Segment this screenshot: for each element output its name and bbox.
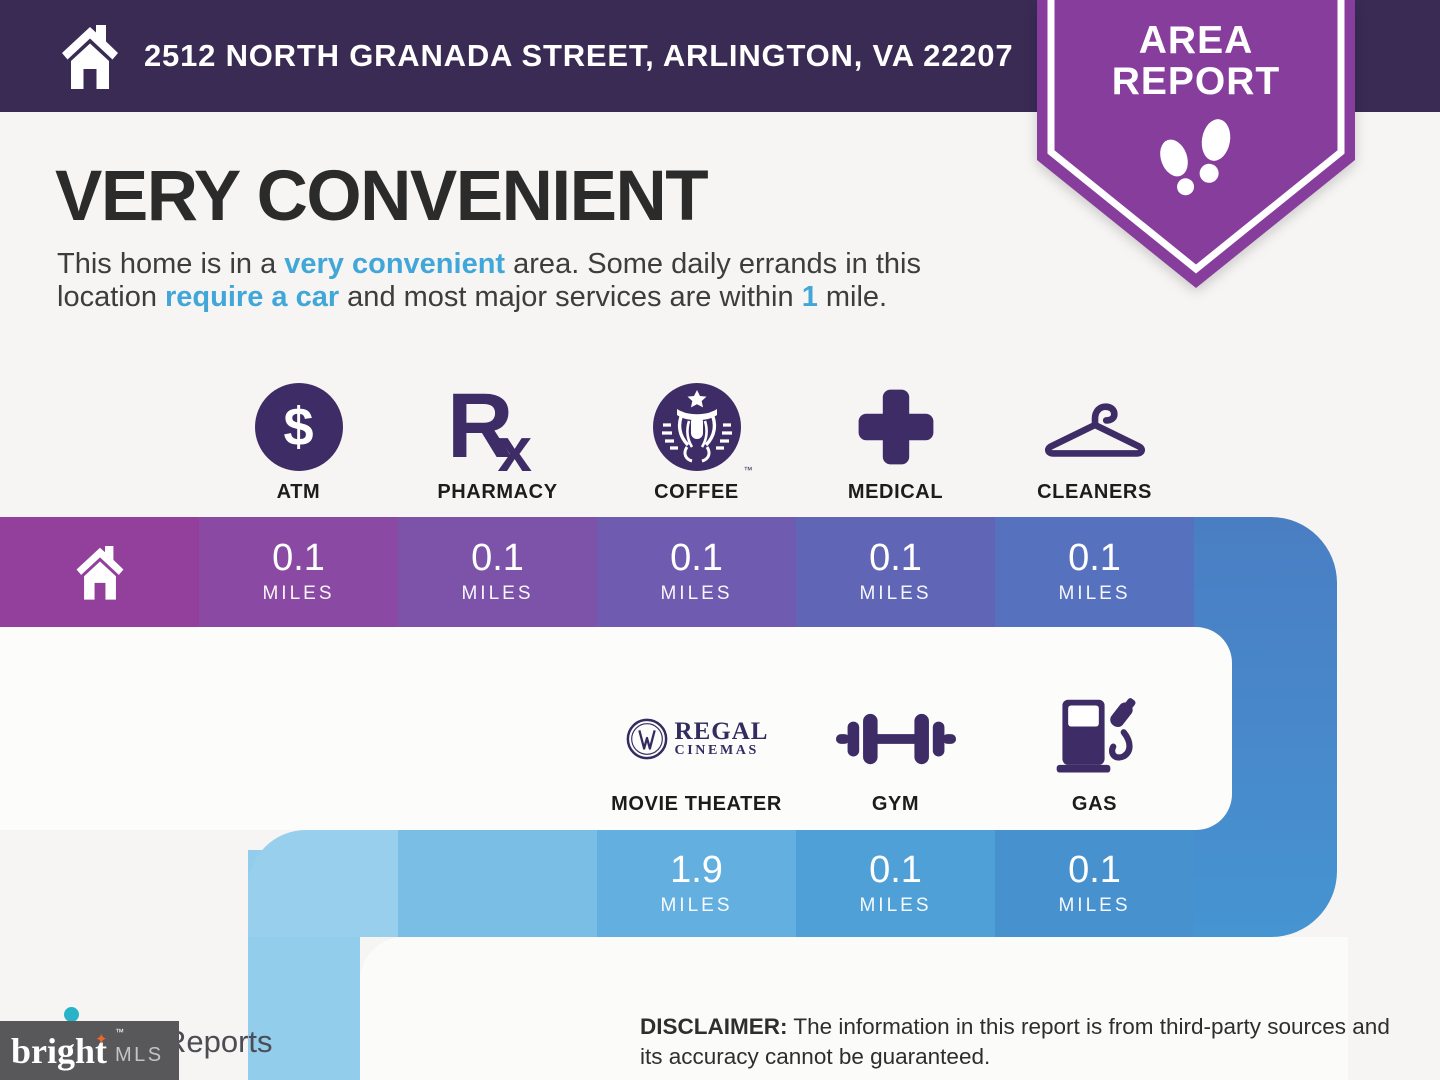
distance-cell-movie-theater: 1.9 MILES [597, 830, 796, 937]
disclaimer-text: The information in this report is from t… [640, 1014, 1390, 1070]
disclaimer-label: DISCLAIMER: [640, 1014, 788, 1039]
mls-wordmark: MLS [115, 1044, 164, 1066]
poi-label-medical: MEDICAL [847, 481, 944, 503]
distance-unit: MILES [859, 583, 932, 604]
distance-value: 0.1 [1068, 848, 1121, 891]
poi-pharmacy: Rx PHARMACY [398, 372, 597, 504]
distance-value: 0.1 [670, 537, 723, 579]
rx-letter-r: R [447, 374, 514, 477]
bright-mls-logo: bright ✦ ™ MLS [0, 1021, 179, 1080]
summary-paragraph: This home is in a very convenient area. … [57, 248, 1057, 314]
rx-icon: Rx [447, 380, 548, 482]
distance-bar-row2: 1.9 MILES 0.1 MILES 0.1 MILES [248, 830, 1194, 937]
distance-unit: MILES [461, 583, 534, 604]
poi-medical: MEDICAL [796, 372, 995, 504]
summary-text: This home is in a [57, 248, 285, 280]
distance-unit: MILES [660, 894, 733, 916]
distance-cell-medical: 0.1 MILES [796, 517, 995, 627]
summary-highlight-very-convenient: very convenient [284, 248, 506, 280]
badge-title: AREA REPORT [1037, 20, 1355, 103]
gas-pump-icon [1056, 697, 1135, 773]
dumbbell-icon [835, 713, 956, 764]
dollar-sign: $ [283, 396, 314, 457]
cinemas-wordmark: CINEMAS [674, 742, 759, 758]
poi-label-movie-theater: MOVIE THEATER [611, 793, 782, 815]
summary-highlight-one: 1 [801, 281, 818, 313]
bright-wordmark: bright [11, 1030, 108, 1071]
poi-label-gym: GYM [871, 793, 920, 815]
distance-unit: MILES [1058, 894, 1131, 916]
regal-cinemas-logo: REGAL CINEMAS [625, 717, 769, 761]
regal-wordmark: REGAL [674, 717, 769, 745]
bar2-cap-cell [248, 830, 398, 937]
poi-label-pharmacy: PHARMACY [437, 481, 558, 503]
home-icon [76, 546, 123, 600]
area-report-badge: AREA REPORT [1037, 0, 1355, 292]
home-icon [62, 25, 118, 89]
summary-text: location [57, 281, 166, 313]
badge-title-line2: REPORT [1111, 60, 1281, 104]
hanger-icon [1044, 402, 1145, 457]
poi-label-cleaners: CLEANERS [1037, 481, 1152, 503]
footprints-icon [1160, 119, 1231, 196]
trademark-symbol: ™ [743, 465, 753, 475]
poi-label-gas: GAS [1071, 793, 1118, 815]
poi-gas: GAS [995, 684, 1194, 816]
distance-cell-coffee: 0.1 MILES [597, 517, 796, 627]
distance-cell-cleaners: 0.1 MILES [995, 517, 1194, 627]
partner-logo-dot [64, 1007, 79, 1022]
badge-title-line1: AREA [1138, 19, 1254, 62]
regal-crest-icon [626, 718, 667, 759]
distance-value: 1.9 [670, 848, 723, 891]
distance-unit: MILES [1058, 583, 1131, 604]
bright-star-icon: ✦ [95, 1031, 108, 1048]
distance-bar-row1: 0.1 MILES 0.1 MILES 0.1 MILES 0.1 MILES … [0, 517, 1194, 627]
atm-dollar-icon: $ [254, 382, 343, 471]
poi-label-atm: ATM [276, 481, 321, 503]
medical-cross-icon [858, 389, 933, 464]
distance-value: 0.1 [1068, 537, 1121, 579]
summary-text: and most major services are within [339, 281, 802, 313]
reports-wordmark: Reports [164, 1024, 273, 1059]
bottom-white-panel [360, 937, 1348, 1080]
page-title: VERY CONVENIENT [55, 157, 709, 236]
distance-unit: MILES [660, 583, 733, 604]
distance-value: 0.1 [471, 537, 524, 579]
poi-gym: GYM [796, 684, 995, 816]
distance-cell-gym: 0.1 MILES [796, 830, 995, 937]
distance-value: 0.1 [869, 537, 922, 579]
poi-movie-theater: REGAL CINEMAS MOVIE THEATER [597, 684, 796, 816]
distance-unit: MILES [262, 583, 335, 604]
distance-value: 0.1 [272, 537, 325, 579]
distance-unit: MILES [859, 894, 932, 916]
bar2-empty-cell [398, 830, 597, 937]
rx-letter-x: x [497, 415, 532, 485]
middle-white-panel [0, 627, 1232, 830]
poi-atm: $ ATM [199, 372, 398, 504]
trademark-symbol: ™ [115, 1027, 124, 1037]
distance-cell-gas: 0.1 MILES [995, 830, 1194, 937]
poi-coffee: ™ COFFEE [597, 372, 796, 504]
starbucks-siren-icon [652, 382, 741, 471]
property-address: 2512 NORTH GRANADA STREET, ARLINGTON, VA… [144, 38, 1014, 73]
disclaimer: DISCLAIMER: The information in this repo… [640, 1012, 1398, 1073]
distance-cell-pharmacy: 0.1 MILES [398, 517, 597, 627]
poi-label-coffee: COFFEE [654, 481, 739, 503]
summary-text: mile. [817, 281, 888, 313]
badge-ribbon-shape [1037, 0, 1355, 288]
home-start-cell [0, 517, 199, 627]
summary-highlight-require-a-car: require a car [165, 281, 340, 313]
distance-cell-atm: 0.1 MILES [199, 517, 398, 627]
summary-text: area. Some daily errands in this [505, 248, 921, 280]
distance-value: 0.1 [869, 848, 922, 891]
poi-cleaners: CLEANERS [995, 372, 1194, 504]
